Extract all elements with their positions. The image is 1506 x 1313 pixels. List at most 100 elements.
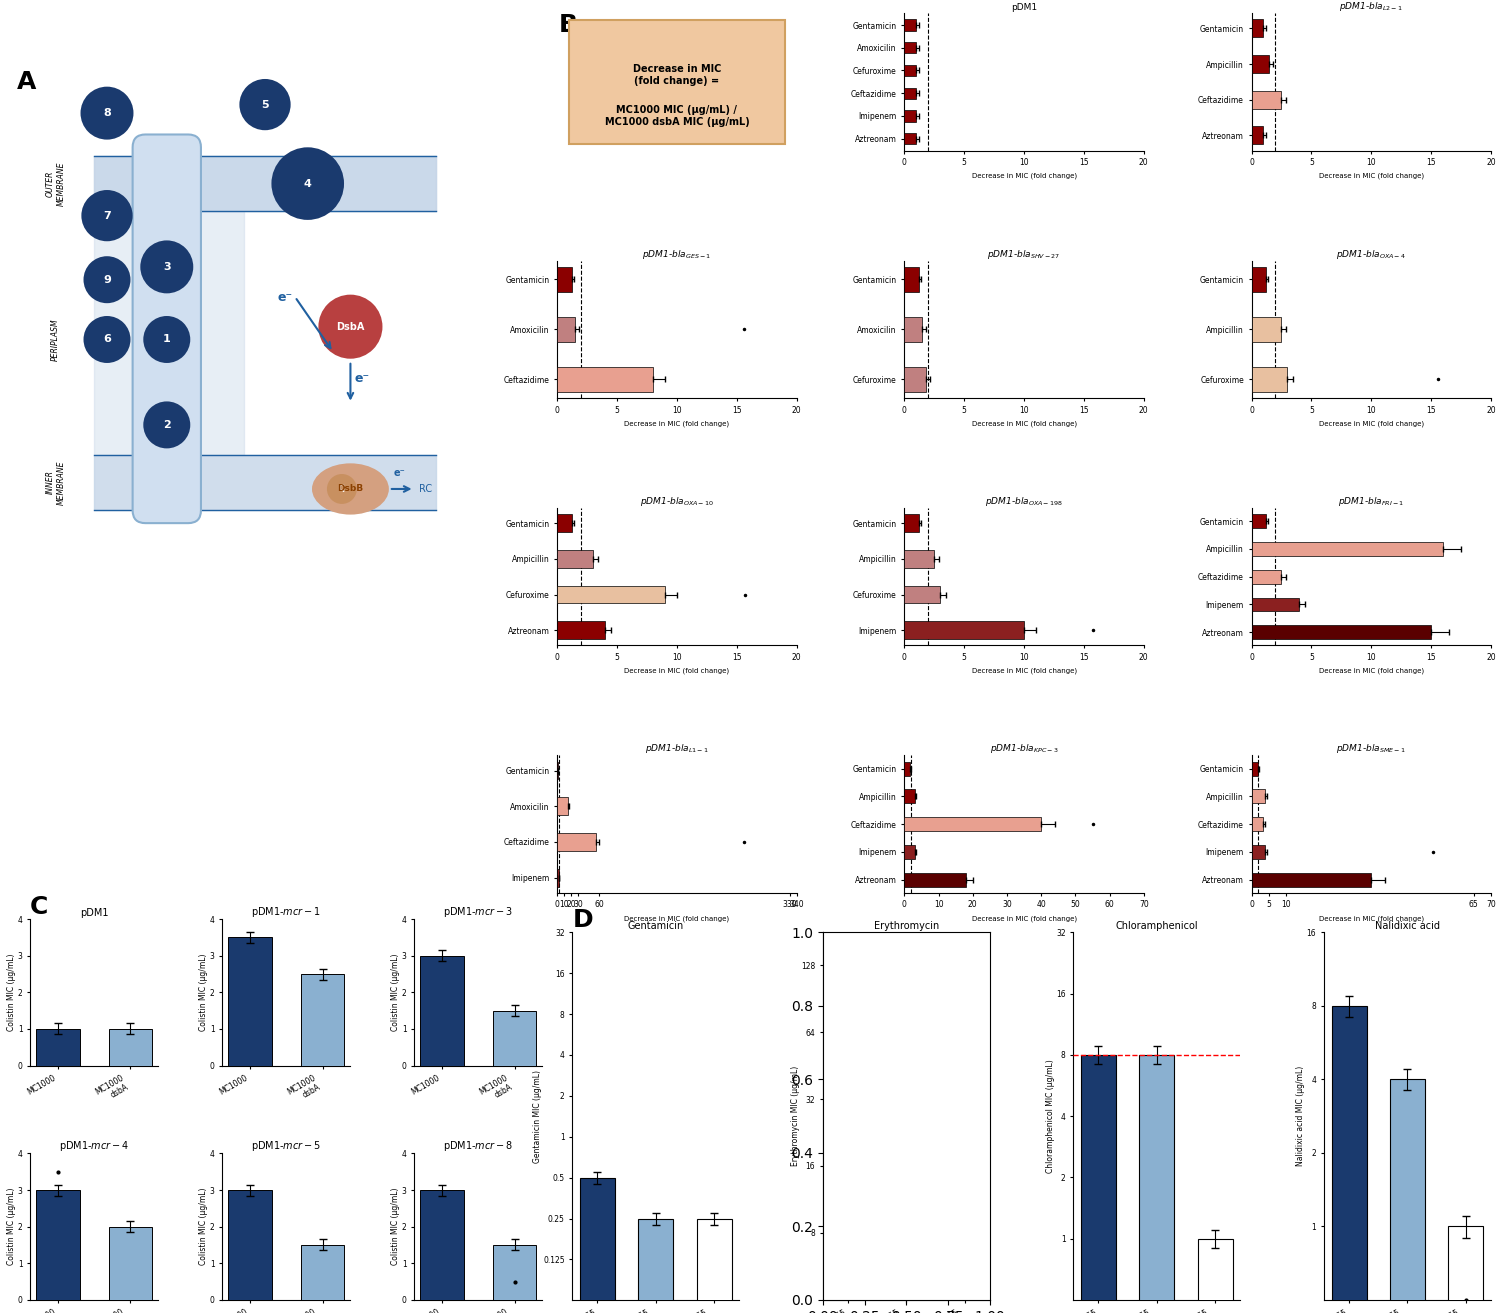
Bar [557,316,575,341]
Bar [1197,1238,1233,1313]
Bar [227,1190,271,1300]
Bar [905,110,916,122]
Bar [420,1190,464,1300]
Circle shape [318,294,383,358]
FancyBboxPatch shape [569,20,785,143]
FancyBboxPatch shape [133,134,200,523]
Circle shape [83,256,131,303]
Circle shape [143,402,190,449]
Bar [95,156,435,211]
Bar [947,1166,982,1313]
Text: MC1000 MIC (μg/mL) /
MC1000 dsbA MIC (μg/mL): MC1000 MIC (μg/mL) / MC1000 dsbA MIC (μg… [604,105,750,127]
X-axis label: Decrease in MIC (fold change): Decrease in MIC (fold change) [625,420,729,427]
Bar [108,1029,152,1066]
Y-axis label: Erythromycin MIC (μg/mL): Erythromycin MIC (μg/mL) [791,1066,800,1166]
Circle shape [327,474,357,504]
Bar [905,133,916,144]
Text: PERIPLASM: PERIPLASM [51,318,60,361]
Bar [905,846,914,859]
Bar [1251,91,1282,109]
Text: C: C [30,895,48,919]
Y-axis label: Colistin MIC (μg/mL): Colistin MIC (μg/mL) [199,953,208,1031]
Text: 6: 6 [102,335,111,344]
Text: 2: 2 [163,420,170,429]
Text: DsbB: DsbB [337,484,363,494]
Circle shape [80,87,134,139]
Title: pDM1-$\it{mcr-5}$: pDM1-$\it{mcr-5}$ [252,1140,321,1153]
Text: Q: Q [339,484,345,494]
Bar [580,1178,614,1313]
Bar [1251,316,1282,341]
Title: Erythromycin: Erythromycin [873,922,938,931]
Y-axis label: Colistin MIC (μg/mL): Colistin MIC (μg/mL) [8,953,17,1031]
Bar [1251,515,1267,528]
Bar [1251,625,1431,639]
Text: Decrease in MIC
(fold change) =: Decrease in MIC (fold change) = [633,64,721,85]
Bar [905,515,919,532]
Title: pDM1-$bla_{OXA-10}$: pDM1-$bla_{OXA-10}$ [640,495,714,508]
Bar [905,621,1024,639]
Bar [36,1190,80,1300]
Bar [557,832,596,851]
Bar [905,789,914,804]
Text: DsbA: DsbA [336,322,364,332]
Y-axis label: Colistin MIC (μg/mL): Colistin MIC (μg/mL) [199,1188,208,1266]
Text: e⁻: e⁻ [393,469,405,478]
Bar [905,873,965,886]
Bar [492,1245,536,1300]
Y-axis label: Nalidixic acid MIC (μg/mL): Nalidixic acid MIC (μg/mL) [1297,1066,1306,1166]
Bar [1251,267,1267,291]
Y-axis label: Colistin MIC (μg/mL): Colistin MIC (μg/mL) [392,953,401,1031]
X-axis label: Decrease in MIC (fold change): Decrease in MIC (fold change) [971,915,1077,922]
Bar [1449,1226,1483,1313]
Bar [108,1226,152,1300]
Bar [95,454,435,511]
Bar [557,366,654,391]
Text: 5: 5 [261,100,270,109]
Title: Chloramphenicol: Chloramphenicol [1116,922,1199,931]
Title: pDM1-$\it{mcr-1}$: pDM1-$\it{mcr-1}$ [252,905,321,919]
Text: 7: 7 [102,210,111,221]
Bar [905,366,926,391]
X-axis label: Decrease in MIC (fold change): Decrease in MIC (fold change) [971,420,1077,427]
Text: 3: 3 [163,261,170,272]
Circle shape [143,316,190,362]
Bar [95,211,244,454]
X-axis label: Decrease in MIC (fold change): Decrease in MIC (fold change) [1319,173,1423,180]
Title: pDM1-$bla_{SME-1}$: pDM1-$bla_{SME-1}$ [1336,742,1407,755]
Title: pDM1: pDM1 [1011,4,1038,12]
Bar [1251,817,1264,831]
Y-axis label: Colistin MIC (μg/mL): Colistin MIC (μg/mL) [8,1188,17,1266]
Bar [830,1032,866,1313]
Text: e⁻: e⁻ [355,372,370,385]
Bar [905,42,916,54]
Bar [557,515,572,532]
Text: OUTER
MEMBRANE: OUTER MEMBRANE [47,161,65,206]
Bar [1081,1054,1116,1313]
Bar [227,937,271,1066]
Title: pDM1-$bla_{OXA-4}$: pDM1-$bla_{OXA-4}$ [1336,248,1407,260]
Title: pDM1-$bla_{L2-1}$: pDM1-$bla_{L2-1}$ [1339,0,1404,13]
Circle shape [140,240,193,293]
Bar [1251,55,1270,74]
X-axis label: Decrease in MIC (fold change): Decrease in MIC (fold change) [971,173,1077,180]
Title: pDM1-$bla_{L1-1}$: pDM1-$bla_{L1-1}$ [645,742,709,755]
Bar [905,586,940,604]
Bar [36,1029,80,1066]
Bar [889,1166,923,1313]
Bar [301,1245,345,1300]
Bar [1331,1006,1366,1313]
Bar [905,64,916,76]
Bar [905,817,1041,831]
Bar [1251,366,1288,391]
Bar [1251,597,1300,612]
Title: pDM1-$bla_{SHV-27}$: pDM1-$bla_{SHV-27}$ [988,248,1060,260]
Text: 4: 4 [304,179,312,189]
Title: Gentamicin: Gentamicin [628,922,684,931]
Bar [905,550,934,567]
Bar [639,1218,673,1313]
Bar [557,550,593,567]
Text: INNER
MEMBRANE: INNER MEMBRANE [47,461,65,504]
Bar [905,316,922,341]
Text: 1: 1 [163,335,170,344]
